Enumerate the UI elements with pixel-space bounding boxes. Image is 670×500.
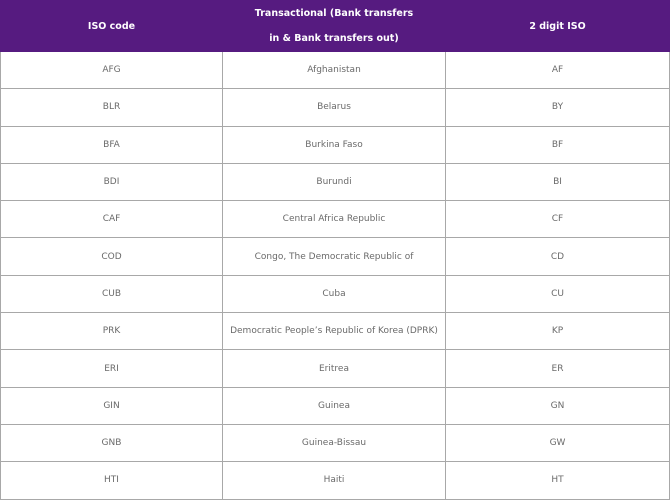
table-cell: KP <box>445 312 670 351</box>
table-cell: Eritrea <box>222 349 446 388</box>
table-cell: BI <box>445 162 670 202</box>
table-cell: HT <box>445 461 670 500</box>
header-cell: Transactional (Bank transfers in & Bank … <box>222 0 446 52</box>
table-row: CUB Cuba CU <box>0 274 670 314</box>
table-cell: Afghanistan <box>222 50 446 90</box>
table-cell: HTI <box>0 461 223 500</box>
table-cell: Burkina Faso <box>222 125 446 164</box>
table-cell: Burundi <box>222 162 446 202</box>
table-row: HTI Haiti HT <box>0 461 670 500</box>
table-cell: CD <box>445 237 670 276</box>
table-row: COD Congo, The Democratic Republic of CD <box>0 237 670 276</box>
table-cell: ERI <box>0 349 223 388</box>
table-cell: GW <box>445 423 670 463</box>
table-cell: BF <box>445 125 670 164</box>
table-cell: GIN <box>0 386 223 425</box>
table-cell: BFA <box>0 125 223 164</box>
table-cell: AF <box>445 50 670 90</box>
table-cell: CF <box>445 200 670 239</box>
table-cell: Congo, The Democratic Republic of <box>222 237 446 276</box>
table-cell: BDI <box>0 162 223 202</box>
table-cell: Central Africa Republic <box>222 200 446 239</box>
table-row: AFG Afghanistan AF <box>0 50 670 90</box>
table-cell: Guinea <box>222 386 446 425</box>
table-cell: CU <box>445 274 670 314</box>
table-row: BFA Burkina Faso BF <box>0 125 670 164</box>
table-cell: Democratic People’s Republic of Korea (D… <box>222 312 446 351</box>
table-body: AFG Afghanistan AF BLR Belarus BY BFA Burkina F… <box>0 50 670 500</box>
table-cell: Haiti <box>222 461 446 500</box>
table-cell: CUB <box>0 274 223 314</box>
table-header: ISO code Transactional (Bank transfers in… <box>0 0 670 52</box>
table-row: ERI Eritrea ER <box>0 349 670 388</box>
table-row: PRK Democratic People’s Republic of Korea… <box>0 312 670 351</box>
table-cell: ER <box>445 349 670 388</box>
table-cell: Guinea-Bissau <box>222 423 446 463</box>
header-row: ISO code Transactional (Bank transfers in… <box>0 0 670 52</box>
table-cell: AFG <box>0 50 223 90</box>
header-cell: 2 digit ISO <box>445 0 670 52</box>
table-cell: BY <box>445 88 670 127</box>
table-row: CAF Central Africa Republic CF <box>0 200 670 239</box>
table-cell: PRK <box>0 312 223 351</box>
table-row: GIN Guinea GN <box>0 386 670 425</box>
table-cell: Cuba <box>222 274 446 314</box>
table-cell: GNB <box>0 423 223 463</box>
table-row: BDI Burundi BI <box>0 162 670 202</box>
table-cell: GN <box>445 386 670 425</box>
table-row: GNB Guinea-Bissau GW <box>0 423 670 463</box>
header-cell: ISO code <box>0 0 223 52</box>
table-row: BLR Belarus BY <box>0 88 670 127</box>
table-cell: Belarus <box>222 88 446 127</box>
table-cell: CAF <box>0 200 223 239</box>
table-cell: COD <box>0 237 223 276</box>
table-cell: BLR <box>0 88 223 127</box>
